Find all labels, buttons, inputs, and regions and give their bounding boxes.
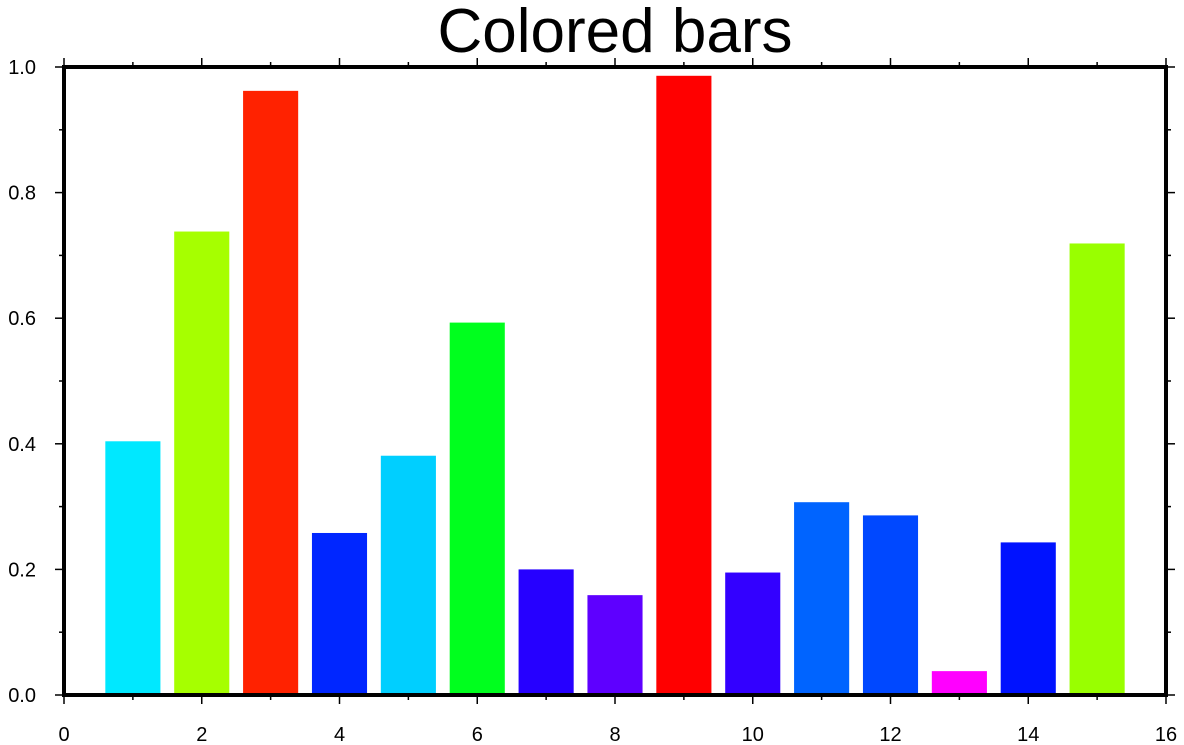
bar-14 — [1000, 542, 1056, 695]
x-tick-label: 8 — [609, 724, 620, 745]
bar-10 — [725, 572, 781, 695]
plot-frame — [62, 65, 1168, 697]
x-tick-label: 6 — [472, 724, 483, 745]
bar-1 — [105, 441, 161, 695]
y-tick-label: 1.0 — [8, 57, 36, 79]
y-tick-label: 0.2 — [8, 559, 36, 581]
x-tick-label: 4 — [334, 724, 345, 745]
x-tick-label: 12 — [879, 724, 901, 745]
y-tick-label: 0.0 — [8, 685, 36, 707]
bar-7 — [518, 569, 574, 695]
bar-12 — [862, 515, 919, 695]
bar-4 — [311, 532, 368, 695]
x-tick-label: 2 — [196, 724, 207, 745]
x-tick-label: 10 — [742, 724, 764, 745]
bar-13 — [931, 671, 987, 695]
bars-group — [105, 75, 1125, 696]
bar-6 — [449, 322, 505, 695]
x-tick-label: 0 — [58, 724, 69, 745]
chart-title: Colored bars — [438, 0, 793, 66]
bar-3 — [243, 90, 299, 695]
bar-2 — [174, 231, 230, 695]
y-tick-label: 0.6 — [8, 308, 36, 330]
bar-5 — [380, 455, 436, 695]
tick-labels: 0 2 4 6 8 10 12 14 16 0.0 0.2 0.4 0.6 0.8 1.0 — [8, 57, 1177, 745]
x-tick-label: 16 — [1155, 724, 1177, 745]
x-tick-label: 14 — [1017, 724, 1039, 745]
y-tick-label: 0.8 — [8, 183, 36, 205]
bar-8 — [587, 595, 643, 695]
bar-9 — [656, 75, 712, 696]
bar-15 — [1069, 243, 1125, 695]
bar-11 — [794, 502, 850, 695]
y-tick-label: 0.4 — [8, 434, 36, 456]
